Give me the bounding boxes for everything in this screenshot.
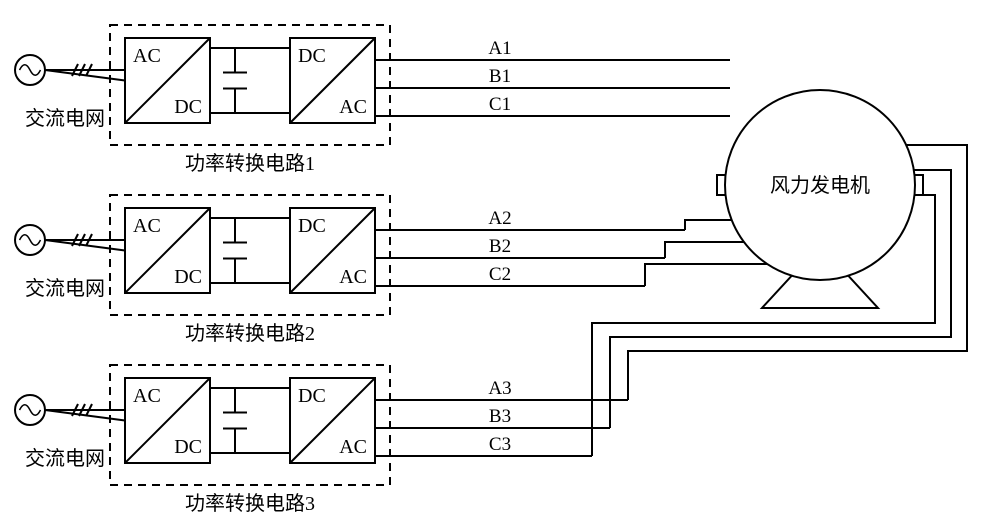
- grid-label: 交流电网: [25, 107, 105, 130]
- phase-label: C3: [489, 434, 511, 455]
- phase-label: A3: [488, 378, 511, 399]
- svg-text:AC: AC: [339, 436, 367, 458]
- phase-label: C1: [489, 94, 511, 115]
- phase-label: B2: [489, 236, 511, 257]
- circuit-label: 功率转换电路2: [185, 322, 315, 345]
- svg-text:AC: AC: [133, 385, 161, 407]
- phase-label: A2: [488, 208, 511, 229]
- phase-label: C2: [489, 264, 511, 285]
- generator-label: 风力发电机: [770, 174, 870, 197]
- svg-text:DC: DC: [298, 45, 326, 67]
- svg-text:AC: AC: [339, 266, 367, 288]
- svg-text:DC: DC: [298, 385, 326, 407]
- svg-text:DC: DC: [298, 215, 326, 237]
- phase-label: B3: [489, 406, 511, 427]
- phase-label: A1: [488, 38, 511, 59]
- svg-text:AC: AC: [339, 96, 367, 118]
- svg-text:AC: AC: [133, 215, 161, 237]
- svg-text:DC: DC: [174, 436, 202, 458]
- svg-text:DC: DC: [174, 96, 202, 118]
- grid-label: 交流电网: [25, 447, 105, 470]
- grid-label: 交流电网: [25, 277, 105, 300]
- circuit-label: 功率转换电路1: [185, 152, 315, 175]
- svg-text:DC: DC: [174, 266, 202, 288]
- circuit-label: 功率转换电路3: [185, 492, 315, 515]
- svg-text:AC: AC: [133, 45, 161, 67]
- phase-label: B1: [489, 66, 511, 87]
